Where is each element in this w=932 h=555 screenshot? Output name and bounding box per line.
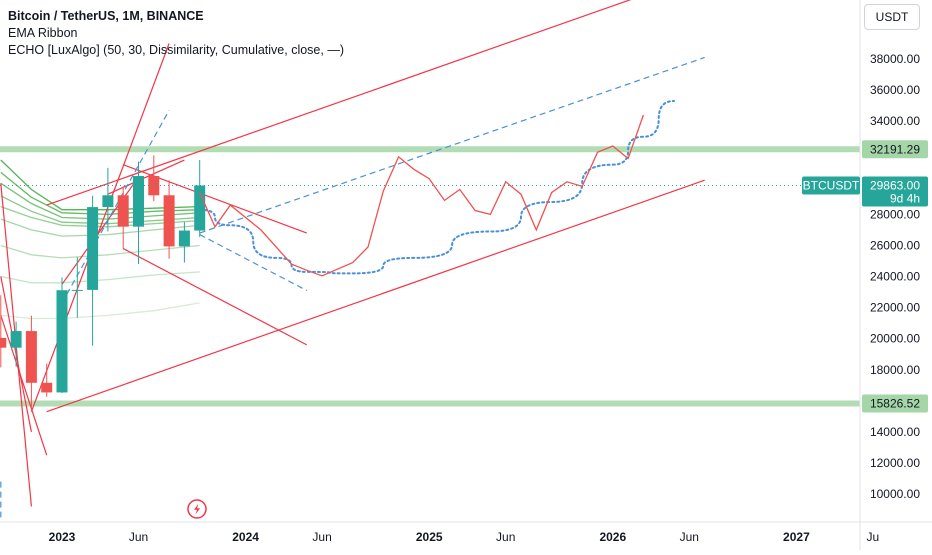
candle-body [10, 331, 22, 348]
ema-ribbon-line [0, 271, 200, 284]
y-tick-label: 14000.00 [870, 425, 920, 439]
candle[interactable] [41, 363, 53, 397]
level-label-text: 32191.29 [870, 142, 920, 156]
echo-projection-line[interactable] [199, 114, 645, 277]
price-label-bg [862, 176, 928, 207]
ema-ribbon-line [0, 218, 200, 237]
x-tick-label: 2025 [416, 530, 443, 544]
trend-line-lower-channel[interactable] [46, 179, 705, 413]
candle[interactable] [178, 222, 190, 263]
candle-body [41, 382, 53, 393]
level-label-text: 15826.52 [870, 397, 920, 411]
x-tick-label: Jun [129, 530, 148, 544]
candle[interactable] [117, 186, 129, 249]
candle-body [178, 230, 190, 247]
ema-ribbon-line [0, 182, 200, 220]
ema-ribbon-line [0, 195, 200, 225]
dashed-line-lower-fan[interactable] [199, 234, 308, 292]
horizontal-levels [0, 146, 860, 407]
candle[interactable] [163, 180, 175, 259]
x-tick-label: 2026 [599, 530, 626, 544]
x-tick-label: 2024 [232, 530, 259, 544]
x-axis: 2023 Jun 2024 Jun 2025 Jun 2026 Jun 2027 Ju [49, 530, 880, 544]
ema-ribbon-line [0, 302, 200, 320]
y-tick-label: 24000.00 [870, 270, 920, 284]
level-label-bg [862, 140, 928, 159]
x-tick-label: 2027 [783, 530, 810, 544]
ema-ribbon-line [0, 205, 200, 228]
candle[interactable] [10, 321, 22, 367]
candle-body [56, 290, 68, 393]
echo-projection [199, 114, 645, 277]
level-label-bg [862, 394, 928, 413]
x-tick-label: Jun [312, 530, 331, 544]
y-tick-label: 10000.00 [870, 487, 920, 501]
x-tick-label: Jun [496, 530, 515, 544]
candle[interactable] [148, 155, 160, 202]
x-tick-label: Ju [867, 530, 880, 544]
level-price-label: 32191.29 [862, 140, 928, 159]
ema-ribbon-line [0, 159, 200, 211]
candle[interactable] [25, 315, 37, 409]
chart-legend: Bitcoin / TetherUS, 1M, BINANCE EMA Ribb… [8, 8, 344, 59]
trend-line-left-down-1[interactable] [0, 315, 48, 456]
trend-line-steep-rise[interactable] [30, 43, 170, 412]
x-tick-label: 2023 [49, 530, 76, 544]
price-label: 29863.00 [870, 178, 920, 192]
dashed-line-trend-projection[interactable] [199, 56, 705, 234]
trend-line-mid-fan-lower[interactable] [122, 248, 308, 346]
candle-body [194, 185, 206, 231]
x-tick-label: Jun [680, 530, 699, 544]
dashed-line-upper-fan[interactable] [61, 110, 170, 304]
countdown-label: 9d 4h [890, 191, 920, 205]
candle-body [0, 337, 7, 348]
candle-body [87, 207, 99, 290]
y-axis: 10000.0012000.0014000.0016000.0018000.00… [870, 52, 920, 501]
y-tick-label: 22000.00 [870, 301, 920, 315]
symbol-label: BTCUSDT [803, 178, 860, 192]
ema-ribbon-line [0, 244, 200, 259]
ema-ribbon [0, 159, 200, 320]
candle-body [71, 289, 83, 291]
candle[interactable] [87, 195, 99, 346]
candle[interactable] [71, 257, 83, 318]
candle-body [117, 195, 129, 227]
candle[interactable] [133, 161, 144, 265]
y-tick-label: 18000.00 [870, 363, 920, 377]
candles [0, 155, 206, 409]
trend-line-mid-fan-apex[interactable] [107, 159, 185, 195]
indicator-echo[interactable]: ECHO [LuxAlgo] (50, 30, Dissimilarity, C… [8, 43, 344, 57]
candle-body [148, 176, 160, 196]
candle[interactable] [0, 295, 7, 368]
y-tick-label: 28000.00 [870, 207, 920, 221]
y-tick-label: 36000.00 [870, 83, 920, 97]
trend-line-upper-channel[interactable] [46, 0, 705, 206]
y-tick-label: 20000.00 [870, 332, 920, 346]
candle-body [102, 195, 114, 208]
indicator-ema-ribbon[interactable]: EMA Ribbon [8, 26, 78, 40]
candle-body [25, 331, 37, 383]
candle-body [133, 176, 144, 227]
candle[interactable] [102, 167, 114, 232]
symbol-label-bg [802, 176, 860, 195]
candle-body [163, 195, 175, 247]
level-price-label: 15826.52 [862, 394, 928, 413]
trend-line-mid-fan-rise[interactable] [61, 176, 139, 285]
candle[interactable] [56, 277, 68, 394]
y-tick-label: 12000.00 [870, 456, 920, 470]
currency-selector[interactable]: USDT [864, 4, 920, 30]
y-tick-label: 34000.00 [870, 114, 920, 128]
ema-ribbon-line [0, 171, 200, 216]
candle[interactable] [194, 160, 206, 237]
y-tick-label: 26000.00 [870, 238, 920, 252]
symbol-title[interactable]: Bitcoin / TetherUS, 1M, BINANCE [8, 9, 204, 23]
flash-icon[interactable] [187, 499, 207, 519]
y-tick-label: 38000.00 [870, 52, 920, 66]
